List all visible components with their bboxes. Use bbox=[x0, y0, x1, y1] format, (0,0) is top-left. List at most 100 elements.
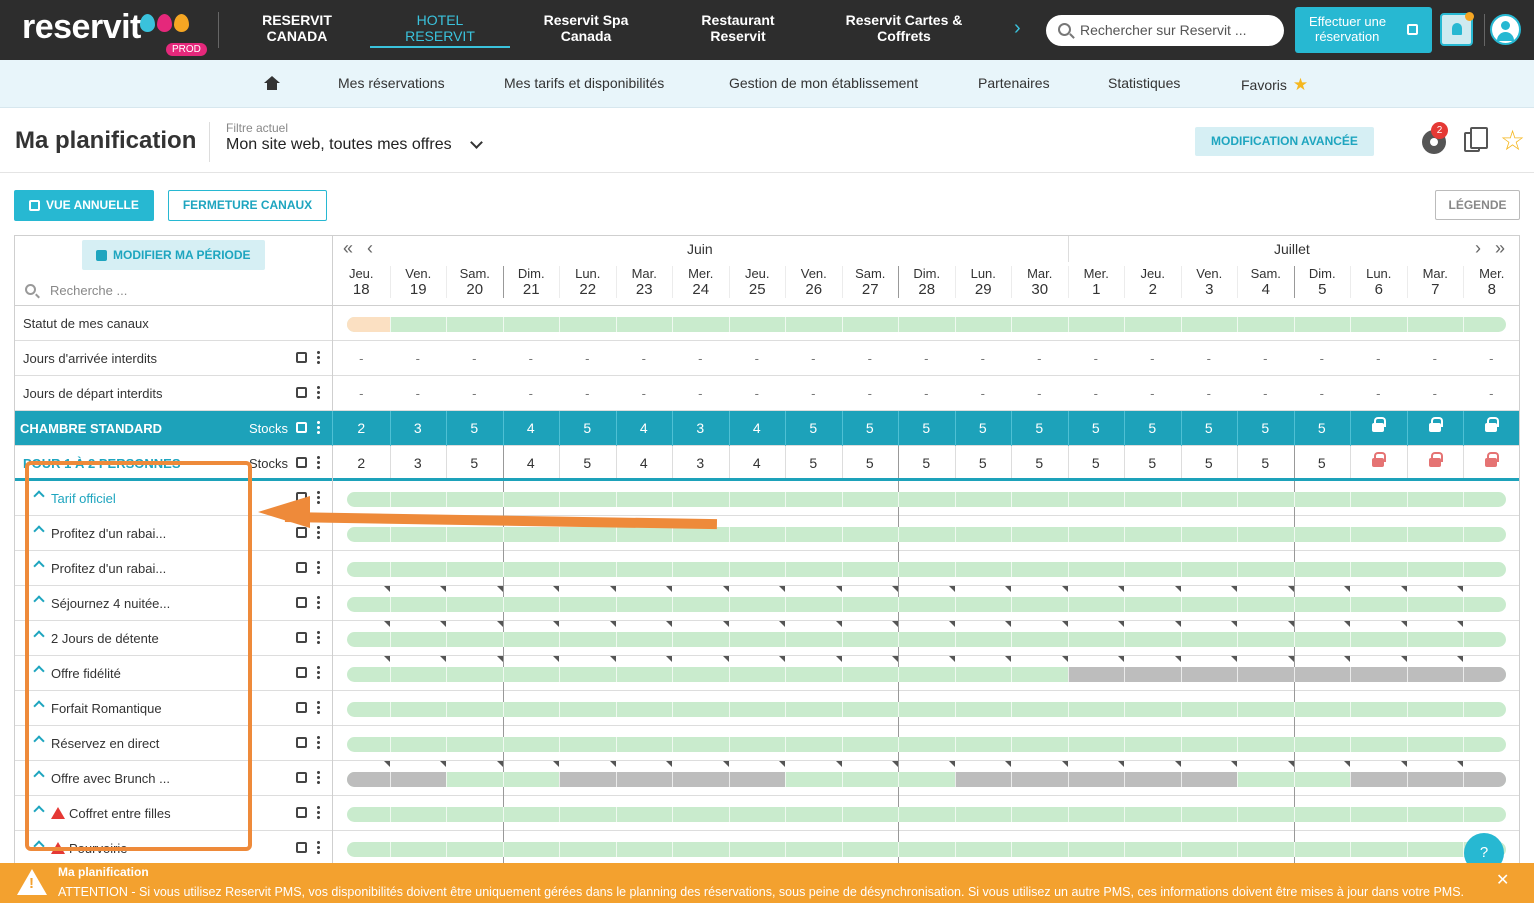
availability-bar[interactable] bbox=[347, 702, 1506, 717]
stock-cell[interactable]: 2 bbox=[357, 455, 366, 471]
empty-cell[interactable]: - bbox=[415, 351, 420, 366]
empty-cell[interactable]: - bbox=[1093, 386, 1098, 401]
stock-cell[interactable]: 5 bbox=[470, 455, 479, 471]
calendar-icon[interactable] bbox=[296, 457, 307, 468]
empty-cell[interactable]: - bbox=[1319, 386, 1324, 401]
empty-cell[interactable]: - bbox=[867, 351, 872, 366]
stock-cell[interactable]: 5 bbox=[865, 420, 874, 436]
more-options-icon[interactable] bbox=[317, 490, 320, 505]
empty-cell[interactable]: - bbox=[585, 386, 590, 401]
empty-cell[interactable]: - bbox=[1206, 351, 1211, 366]
stock-cell[interactable]: 5 bbox=[470, 420, 479, 436]
stock-cell[interactable]: 4 bbox=[526, 455, 535, 471]
empty-cell[interactable]: - bbox=[867, 386, 872, 401]
empty-cell[interactable]: - bbox=[1150, 351, 1155, 366]
topnav-item[interactable]: Reservit Spa Canada bbox=[516, 12, 656, 44]
stock-cell[interactable]: 3 bbox=[696, 455, 705, 471]
stock-cell[interactable]: 5 bbox=[1261, 420, 1270, 436]
stock-cell[interactable]: 5 bbox=[922, 420, 931, 436]
stock-cell[interactable]: 5 bbox=[1035, 455, 1044, 471]
stock-cell[interactable]: 3 bbox=[413, 420, 422, 436]
stock-cell[interactable]: 5 bbox=[1148, 420, 1157, 436]
row-label[interactable]: Jours d'arrivée interdits bbox=[15, 341, 333, 376]
calendar-icon[interactable] bbox=[296, 387, 307, 398]
favorite-star-icon[interactable]: ☆ bbox=[1500, 125, 1526, 156]
lock-icon[interactable] bbox=[1485, 417, 1499, 432]
close-icon[interactable]: ✕ bbox=[1496, 872, 1510, 889]
availability-bar[interactable] bbox=[347, 597, 1506, 612]
stock-cell[interactable]: 5 bbox=[1261, 455, 1270, 471]
topnav-item[interactable]: HOTEL RESERVIT bbox=[370, 12, 510, 48]
stock-cell[interactable]: 5 bbox=[1091, 420, 1100, 436]
empty-cell[interactable]: - bbox=[811, 386, 816, 401]
lock-icon[interactable] bbox=[1485, 452, 1499, 467]
calendar-icon[interactable] bbox=[296, 632, 307, 643]
stock-cell[interactable]: 5 bbox=[1091, 455, 1100, 471]
more-options-icon[interactable] bbox=[317, 595, 320, 610]
topnav-item[interactable]: RESERVIT CANADA bbox=[227, 12, 367, 44]
more-options-icon[interactable] bbox=[317, 700, 320, 715]
availability-bar[interactable] bbox=[347, 667, 1506, 682]
row-label[interactable]: Profitez d'un rabai... bbox=[15, 516, 333, 551]
availability-bar[interactable] bbox=[347, 842, 1506, 857]
empty-cell[interactable]: - bbox=[1150, 386, 1155, 401]
empty-cell[interactable]: - bbox=[1206, 386, 1211, 401]
empty-cell[interactable]: - bbox=[1376, 351, 1381, 366]
stock-cell[interactable]: 3 bbox=[413, 455, 422, 471]
close-channels-button[interactable]: FERMETURE CANAUX bbox=[168, 190, 327, 221]
more-options-icon[interactable] bbox=[317, 735, 320, 750]
subnav-favorites[interactable]: Favoris ★ bbox=[1241, 75, 1308, 95]
topnav-item[interactable]: Reservit Cartes & Coffrets bbox=[834, 12, 974, 44]
row-label[interactable]: Profitez d'un rabai... bbox=[15, 551, 333, 586]
more-options-icon[interactable] bbox=[317, 455, 320, 470]
subnav-reservations[interactable]: Mes réservations bbox=[338, 75, 445, 91]
stock-cell[interactable]: 5 bbox=[978, 420, 987, 436]
empty-cell[interactable]: - bbox=[1432, 351, 1437, 366]
stock-cell[interactable]: 5 bbox=[922, 455, 931, 471]
more-options-icon[interactable] bbox=[317, 805, 320, 820]
empty-cell[interactable]: - bbox=[1263, 351, 1268, 366]
more-options-icon[interactable] bbox=[317, 525, 320, 540]
calendar-icon[interactable] bbox=[296, 422, 307, 433]
lock-icon[interactable] bbox=[1428, 452, 1443, 467]
modify-period-button[interactable]: MODIFIER MA PÉRIODE bbox=[82, 240, 265, 270]
stock-cell[interactable]: 5 bbox=[865, 455, 874, 471]
empty-cell[interactable]: - bbox=[528, 351, 533, 366]
stock-cell[interactable]: 5 bbox=[583, 420, 592, 436]
calendar-icon[interactable] bbox=[296, 702, 307, 713]
make-reservation-button[interactable]: Effectuer une réservation bbox=[1295, 7, 1432, 53]
empty-cell[interactable]: - bbox=[924, 351, 929, 366]
double-chevron-right-icon[interactable]: » bbox=[1495, 238, 1506, 258]
calendar-icon[interactable] bbox=[296, 527, 307, 538]
empty-cell[interactable]: - bbox=[924, 386, 929, 401]
subnav-establishment[interactable]: Gestion de mon établissement bbox=[729, 75, 919, 91]
more-options-icon[interactable] bbox=[317, 350, 320, 365]
reservit-logo[interactable]: reservit bbox=[22, 8, 141, 46]
chevron-down-icon[interactable] bbox=[470, 136, 483, 149]
topnav-item[interactable]: Restaurant Reservit bbox=[668, 12, 808, 44]
calendar-icon[interactable] bbox=[296, 842, 307, 853]
stock-cell[interactable]: 4 bbox=[752, 420, 761, 436]
empty-cell[interactable]: - bbox=[641, 386, 646, 401]
stock-cell[interactable]: 4 bbox=[639, 420, 648, 436]
calendar-icon[interactable] bbox=[296, 807, 307, 818]
more-options-icon[interactable] bbox=[317, 560, 320, 575]
row-label[interactable]: Forfait Romantique bbox=[15, 691, 333, 726]
stock-cell[interactable]: 5 bbox=[1204, 455, 1213, 471]
empty-cell[interactable]: - bbox=[359, 386, 364, 401]
grid-search-input[interactable]: Recherche ... bbox=[25, 283, 127, 298]
chevron-right-icon[interactable]: › bbox=[1475, 238, 1481, 258]
stock-cell[interactable]: 5 bbox=[809, 420, 818, 436]
chevron-right-icon[interactable]: › bbox=[1014, 17, 1021, 39]
row-label[interactable]: Coffret entre filles bbox=[15, 796, 333, 831]
subnav-rates-availability[interactable]: Mes tarifs et disponibilités bbox=[504, 75, 665, 91]
row-label[interactable]: Offre fidélité bbox=[15, 656, 333, 691]
availability-bar[interactable] bbox=[347, 492, 1506, 507]
availability-bar[interactable] bbox=[347, 737, 1506, 752]
annual-view-button[interactable]: VUE ANNUELLE bbox=[14, 190, 154, 221]
row-label[interactable]: Offre avec Brunch ... bbox=[15, 761, 333, 796]
global-search-input[interactable]: Rechercher sur Reservit ... bbox=[1046, 15, 1284, 46]
stock-cell[interactable]: 5 bbox=[809, 455, 818, 471]
empty-cell[interactable]: - bbox=[641, 351, 646, 366]
availability-bar[interactable] bbox=[347, 527, 1506, 542]
